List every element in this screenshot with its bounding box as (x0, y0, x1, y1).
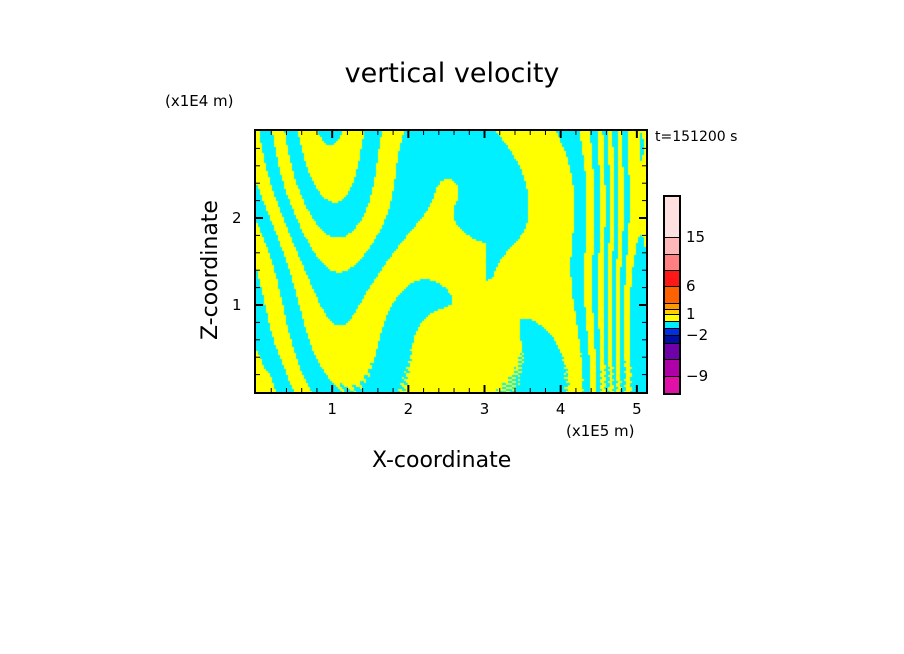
x-axis-unit: (x1E5 m) (566, 422, 635, 440)
colorbar-swatch (665, 254, 679, 270)
colorbar-tick-label: −2 (686, 325, 709, 344)
colorbar-swatch (665, 286, 679, 303)
time-label: t=151200 s (655, 129, 738, 145)
z-axis-unit: (x1E4 m) (165, 92, 234, 110)
plot-area (254, 129, 648, 394)
colorbar-swatch (665, 375, 679, 393)
colorbar-swatch (665, 314, 679, 322)
colorbar-swatch (665, 359, 679, 376)
z-tick-label: 1 (232, 296, 242, 314)
colorbar-swatch (665, 321, 679, 328)
colorbar-tick-label: 15 (686, 227, 706, 246)
chart-title: vertical velocity (344, 58, 560, 89)
x-tick-label: 5 (632, 400, 642, 418)
colorbar-swatch (665, 236, 679, 255)
x-axis-label: X-coordinate (372, 448, 512, 473)
x-tick-label: 1 (327, 400, 337, 418)
colorbar-swatch (665, 197, 679, 237)
colorbar-swatch (665, 302, 679, 309)
colorbar-tick-label: 6 (686, 277, 696, 296)
z-tick-label: 2 (232, 209, 242, 227)
velocity-field (256, 131, 646, 392)
x-tick-label: 2 (403, 400, 414, 418)
colorbar-swatch (665, 334, 679, 343)
colorbar-tick-label: 1 (686, 305, 696, 324)
x-tick-label: 4 (555, 400, 566, 418)
colorbar-swatch (665, 328, 679, 335)
z-axis-label: Z-coordinate (198, 200, 223, 340)
colorbar-tick-label: −9 (686, 366, 709, 385)
colorbar (663, 195, 681, 395)
colorbar-swatch (665, 269, 679, 287)
colorbar-swatch (665, 308, 679, 315)
x-tick-label: 3 (479, 400, 490, 418)
colorbar-swatch (665, 342, 679, 360)
